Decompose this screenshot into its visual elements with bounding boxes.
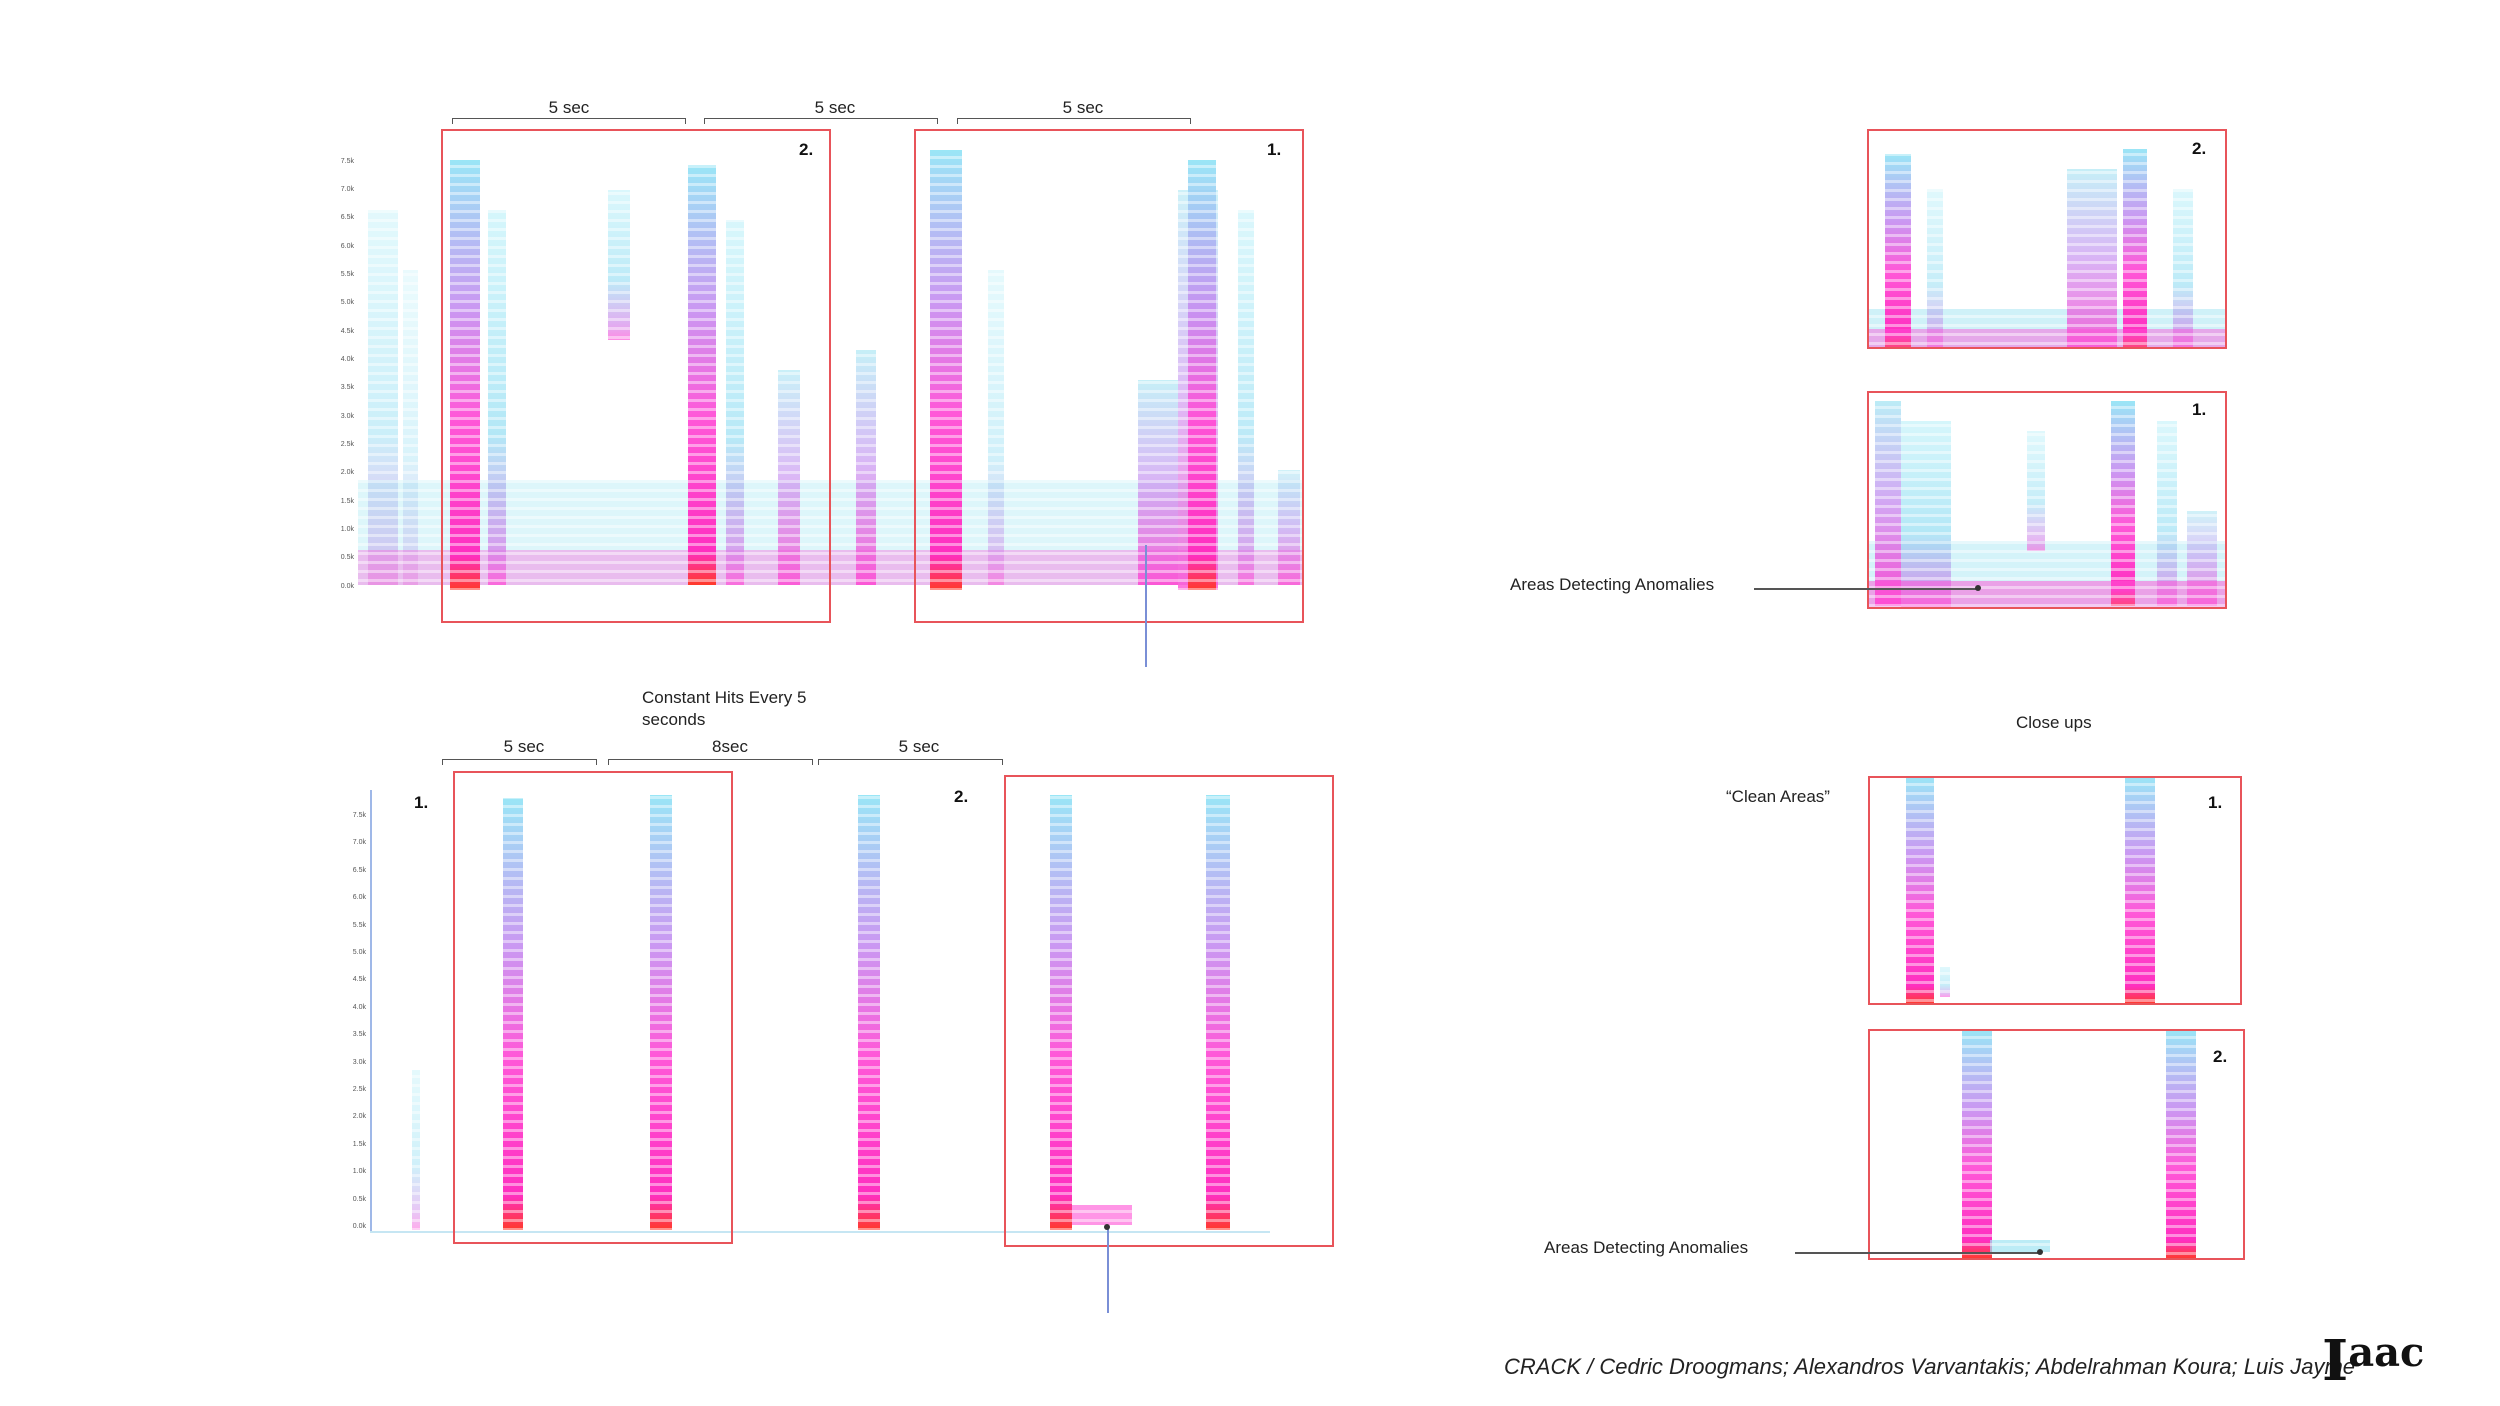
y-tick: 7.5k <box>352 812 366 819</box>
y-tick: 5.0k <box>352 949 366 956</box>
anomaly-pointer-dot <box>1104 1224 1110 1230</box>
y-tick: 2.5k <box>340 441 354 448</box>
y-tick: 3.0k <box>340 413 354 420</box>
closeup-top-1-label: 1. <box>2192 400 2207 419</box>
y-tick: 7.5k <box>340 158 354 165</box>
y-tick: 6.0k <box>340 243 354 250</box>
anomaly-pointer-line <box>1107 1228 1109 1313</box>
y-tick: 6.5k <box>352 867 366 874</box>
anomalies-leader-top <box>1754 588 1978 590</box>
anomalies-label-top: Areas Detecting Anomalies <box>1510 575 1715 594</box>
bottom-left-axis: 7.5k 7.0k 6.5k 6.0k 5.5k 5.0k 4.5k 4.0k … <box>312 812 372 1232</box>
y-tick: 2.5k <box>352 1086 366 1093</box>
close-ups-label: Close ups <box>2016 713 2092 732</box>
closeup-bottom-1 <box>1870 777 2242 1004</box>
bracket <box>957 118 1191 124</box>
y-tick: 7.0k <box>352 839 366 846</box>
y-tick: 3.0k <box>352 1059 366 1066</box>
bracket <box>818 759 1003 765</box>
y-tick: 0.5k <box>340 554 354 561</box>
bracket-label: 5 sec <box>1062 98 1104 117</box>
bottom-left-axis-line <box>370 790 372 1233</box>
closeup-bottom-1-label: 1. <box>2208 793 2223 812</box>
anomalies-leader-bottom-dot <box>2037 1249 2043 1255</box>
bracket <box>442 759 597 765</box>
y-tick: 0.0k <box>340 583 354 590</box>
bracket <box>452 118 686 124</box>
y-tick: 2.0k <box>340 469 354 476</box>
closeup-bottom-1-box <box>1868 776 2242 1005</box>
anomalies-label-bottom: Areas Detecting Anomalies <box>1544 1238 1749 1257</box>
y-tick: 4.5k <box>340 328 354 335</box>
anomalies-leader-top-dot <box>1975 585 1981 591</box>
iaac-logo-sup: aac <box>2348 1329 2425 1376</box>
bracket-label: 5 sec <box>548 98 590 117</box>
y-tick: 6.5k <box>340 214 354 221</box>
credit-line: CRACK / Cedric Droogmans; Alexandros Var… <box>1504 1354 2356 1379</box>
closeup-bottom-2-label: 2. <box>2213 1047 2228 1066</box>
closeup-top-2-label: 2. <box>2192 139 2207 158</box>
top-left-axis: 7.5k 7.0k 6.5k 6.0k 5.5k 5.0k 4.5k 4.0k … <box>300 158 360 598</box>
y-tick: 5.5k <box>352 922 366 929</box>
bottom-left-label-1: 1. <box>414 793 429 812</box>
bracket-label: 8sec <box>712 737 748 756</box>
bottom-left-box-1 <box>453 771 733 1244</box>
anomalies-leader-bottom <box>1795 1252 2040 1254</box>
y-tick: 3.5k <box>352 1031 366 1038</box>
y-tick: 1.5k <box>352 1141 366 1148</box>
closeup-bottom-2 <box>1870 1030 2244 1259</box>
bottom-left-spectrogram <box>372 790 1272 1233</box>
y-tick: 4.0k <box>352 1004 366 1011</box>
y-tick: 1.5k <box>340 498 354 505</box>
bottom-left-label-2: 2. <box>954 787 969 806</box>
top-left-box-2 <box>441 129 831 623</box>
y-tick: 5.0k <box>340 299 354 306</box>
iaac-logo-main: I <box>2322 1328 2349 1394</box>
closeup-top-2 <box>1867 129 2227 349</box>
y-tick: 4.0k <box>340 356 354 363</box>
y-tick: 5.5k <box>340 271 354 278</box>
closeup-top-1 <box>1867 391 2227 609</box>
iaac-logo: Iaac <box>2322 1328 2424 1394</box>
bracket-label: 5 sec <box>898 737 940 756</box>
clean-areas-label: “Clean Areas” <box>1726 787 1830 806</box>
closeup-top-1-box <box>1867 391 2227 609</box>
constant-hits-caption: Constant Hits Every 5 seconds <box>642 688 807 729</box>
y-tick: 6.0k <box>352 894 366 901</box>
y-tick: 3.5k <box>340 384 354 391</box>
bracket-label: 5 sec <box>503 737 545 756</box>
anomaly-pointer-line <box>1145 545 1147 667</box>
y-tick: 1.0k <box>340 526 354 533</box>
bracket <box>608 759 813 765</box>
bracket-label: 5 sec <box>814 98 856 117</box>
y-tick: 2.0k <box>352 1113 366 1120</box>
top-left-box-2-label: 2. <box>799 140 814 159</box>
closeup-top-2-box <box>1867 129 2227 349</box>
y-tick: 7.0k <box>340 186 354 193</box>
closeup-bottom-2-box <box>1868 1029 2245 1260</box>
top-left-box-1 <box>914 129 1304 623</box>
bottom-left-box-2 <box>1004 775 1334 1247</box>
top-left-box-1-label: 1. <box>1267 140 1282 159</box>
y-tick: 1.0k <box>352 1168 366 1175</box>
y-tick: 0.5k <box>352 1196 366 1203</box>
y-tick: 0.0k <box>352 1223 366 1230</box>
bracket <box>704 118 938 124</box>
y-tick: 4.5k <box>352 976 366 983</box>
